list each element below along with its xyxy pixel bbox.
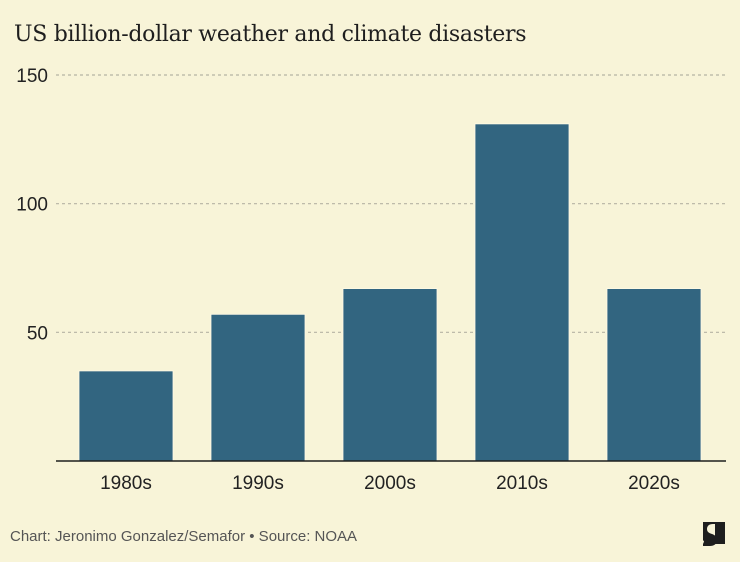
bar-1990s — [210, 313, 306, 462]
bar-2020s — [606, 288, 702, 462]
x-tick-label: 2000s — [364, 473, 416, 494]
y-tick-label: 150 — [16, 66, 48, 87]
x-tick-label: 1980s — [100, 473, 152, 494]
bar-1980s — [78, 370, 174, 462]
bars — [78, 123, 702, 462]
bar-chart: 50 100 150 1980s 1990s 2000s 2010s 2020s — [16, 66, 726, 494]
x-tick-label: 2020s — [628, 473, 680, 494]
x-tick-label: 2010s — [496, 473, 548, 494]
semafor-logo-icon — [703, 522, 725, 546]
chart-credit: Chart: Jeronimo Gonzalez/Semafor • Sourc… — [10, 528, 358, 545]
x-axis-ticks: 1980s 1990s 2000s 2010s 2020s — [100, 473, 680, 494]
x-tick-label: 1990s — [232, 473, 284, 494]
y-axis-ticks: 50 100 150 — [16, 66, 48, 344]
chart-title: US billion-dollar weather and climate di… — [14, 22, 527, 47]
bar-2000s — [342, 288, 438, 462]
y-tick-label: 100 — [16, 195, 48, 216]
y-tick-label: 50 — [27, 323, 48, 344]
bar-2010s — [474, 123, 570, 462]
